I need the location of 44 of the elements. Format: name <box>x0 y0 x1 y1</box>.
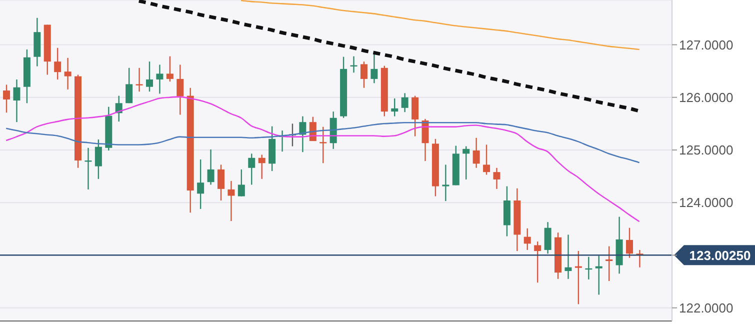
candlestick <box>401 92 408 113</box>
candlestick <box>442 164 450 202</box>
candlestick <box>228 180 235 222</box>
candlestick <box>564 234 572 280</box>
candlestick <box>13 78 20 123</box>
candlestick <box>238 168 245 197</box>
candlestick <box>320 126 327 164</box>
candlestick <box>126 67 133 104</box>
candlestick <box>176 64 184 116</box>
candlestick <box>248 153 256 186</box>
candlestick <box>544 221 552 254</box>
candlestick <box>136 67 143 92</box>
candlestick <box>360 60 368 88</box>
candlestick <box>217 164 224 202</box>
candlestick <box>64 57 72 90</box>
candlestick <box>3 84 10 114</box>
candlestick <box>606 246 613 282</box>
candlestick <box>483 144 490 176</box>
candlestick <box>258 154 266 180</box>
candlestick <box>462 146 470 180</box>
candlestick <box>472 137 480 168</box>
y-tick-label: 125.0000 <box>679 142 734 158</box>
y-tick-label: 122.0000 <box>679 300 734 316</box>
candlestick <box>626 227 633 258</box>
candlestick <box>146 60 153 92</box>
line-series <box>240 0 640 50</box>
candlestick <box>595 255 602 296</box>
y-tick-label: 124.0000 <box>679 195 734 210</box>
line-series <box>5 122 640 164</box>
candlestick <box>534 240 542 284</box>
candlestick <box>197 158 204 210</box>
candlestick <box>156 64 164 94</box>
candlestick <box>574 250 582 305</box>
candlestick <box>94 138 102 180</box>
candlestick <box>493 167 500 190</box>
candlestick <box>412 95 419 137</box>
candlestick <box>54 47 62 80</box>
candlestick <box>207 148 214 186</box>
candlestick <box>166 56 174 82</box>
candlestick <box>391 98 398 117</box>
y-tick-label: 127.0000 <box>679 37 734 52</box>
ref-line-label: 123.00250 <box>689 248 751 264</box>
y-tick-label: 126.0000 <box>679 90 734 105</box>
candlestick <box>524 228 531 251</box>
